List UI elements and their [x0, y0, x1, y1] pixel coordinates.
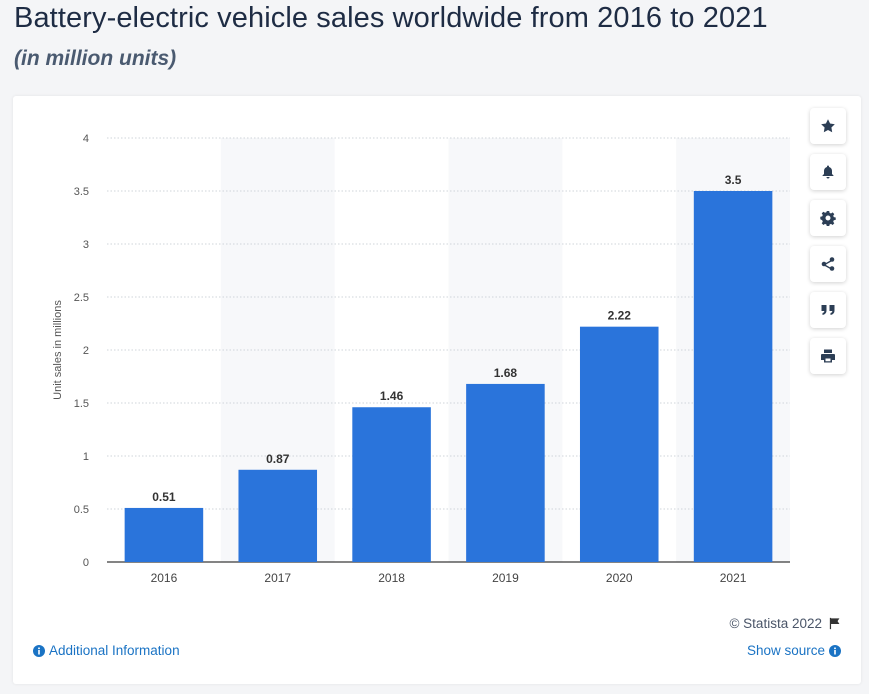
info-icon [829, 644, 841, 657]
y-tick-label: 0.5 [74, 504, 89, 516]
additional-information-label: Additional Information [49, 643, 180, 658]
data-label: 1.46 [380, 389, 404, 403]
bar [579, 326, 659, 562]
page-subtitle: (in million units) [14, 47, 177, 70]
quote-icon [821, 305, 835, 315]
data-label: 0.87 [266, 452, 290, 466]
show-source-link[interactable]: Show source [747, 643, 841, 658]
statista-credit[interactable]: © Statista 2022 [729, 616, 841, 631]
share-button[interactable] [810, 246, 846, 282]
y-tick-label: 3 [83, 239, 89, 251]
bar [238, 469, 318, 562]
y-tick-label: 2.5 [74, 292, 89, 304]
info-icon [33, 644, 45, 657]
x-tick-label: 2021 [720, 571, 747, 585]
share-icon [821, 257, 835, 271]
gear-icon [820, 211, 836, 226]
data-label: 2.22 [608, 309, 632, 323]
y-tick-label: 3.5 [74, 186, 89, 198]
bell-icon [822, 165, 834, 179]
x-tick-label: 2017 [264, 571, 291, 585]
bar [124, 507, 204, 562]
page-title: Battery-electric vehicle sales worldwide… [14, 2, 768, 34]
y-tick-label: 4 [83, 133, 89, 145]
data-label: 3.5 [725, 173, 742, 187]
bar [693, 191, 773, 562]
print-icon [821, 349, 835, 363]
y-tick-label: 0 [83, 557, 89, 569]
x-tick-label: 2020 [606, 571, 633, 585]
y-tick-label: 1.5 [74, 398, 89, 410]
settings-button[interactable] [810, 200, 846, 236]
bar-chart: 00.511.522.533.540.5120160.8720171.46201… [52, 133, 790, 585]
y-tick-label: 1 [83, 451, 89, 463]
y-axis-title: Unit sales in millions [52, 300, 64, 400]
print-button[interactable] [810, 338, 846, 374]
data-label: 1.68 [494, 366, 518, 380]
x-tick-label: 2019 [492, 571, 519, 585]
bar [466, 383, 545, 562]
flag-icon [829, 617, 840, 630]
credit-text: © Statista 2022 [729, 616, 822, 631]
favorite-button[interactable] [810, 108, 846, 144]
notification-button[interactable] [810, 154, 846, 190]
chart-card: 0 0.5 1 1.5 2 2.5 3 3.5 4 0.51 2016 0.87 2017 1.46 201… [13, 96, 861, 684]
star-icon [821, 119, 835, 133]
show-source-label: Show source [746, 643, 825, 658]
cite-button[interactable] [810, 292, 846, 328]
x-tick-label: 2016 [151, 571, 178, 585]
x-tick-label: 2018 [378, 571, 405, 585]
bar [352, 407, 431, 562]
data-label: 0.51 [152, 490, 176, 504]
chart-toolbar [810, 108, 846, 384]
y-tick-label: 2 [83, 345, 89, 357]
additional-information-link[interactable]: Additional Information [33, 643, 180, 658]
